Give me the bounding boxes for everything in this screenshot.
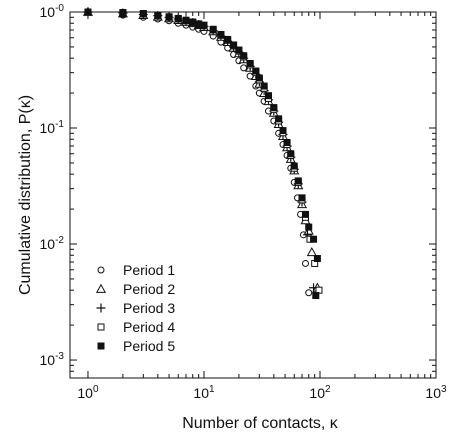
data-point-period-5: [224, 35, 232, 43]
data-point-period-5: [312, 291, 320, 299]
legend-marker-period-1: [97, 266, 105, 274]
data-point-period-2: [306, 246, 317, 257]
data-point-period-5: [154, 11, 162, 19]
data-point-period-5: [265, 92, 273, 100]
x-tick-label: 100: [77, 384, 99, 401]
legend-item-period-1: Period 1: [97, 262, 175, 278]
x-axis-label: Number of contacts, κ: [182, 415, 339, 432]
data-point-period-5: [294, 177, 302, 185]
series-period-2: [82, 6, 323, 292]
legend-marker-period-2: [95, 283, 107, 293]
data-point-period-5: [252, 67, 260, 75]
x-tick-label: 102: [309, 384, 331, 401]
axis-tick-labels: 100 101 102 103 10-3 10-2 10-1 10-0: [40, 3, 447, 401]
data-point-period-5: [301, 210, 309, 218]
data-point-period-5: [298, 194, 306, 202]
data-point-period-5: [279, 127, 287, 135]
data-point-period-5: [200, 21, 208, 29]
data-point-period-5: [275, 115, 283, 123]
legend-item-period-5: Period 5: [97, 338, 175, 354]
data-point-period-5: [209, 25, 217, 33]
legend-item-period-3: Period 3: [96, 300, 175, 316]
legend-label-period-4: Period 4: [123, 319, 175, 335]
y-tick-label: 10-2: [40, 235, 65, 252]
data-point-period-5: [305, 223, 313, 231]
legend-item-period-2: Period 2: [95, 281, 175, 297]
data-point-period-5: [240, 52, 248, 60]
data-point-period-5: [235, 46, 243, 54]
data-point-period-5: [230, 41, 238, 49]
data-points: [82, 6, 323, 299]
legend-marker-period-4: [97, 323, 105, 331]
data-point-period-5: [310, 235, 318, 243]
data-point-period-5: [255, 74, 263, 82]
data-point-period-1: [301, 259, 309, 267]
data-point-period-5: [84, 8, 92, 16]
legend-marker-period-3: [96, 303, 106, 313]
data-point-period-5: [165, 13, 173, 21]
legend-label-period-5: Period 5: [123, 338, 175, 354]
legend: Period 1 Period 2 Period 3 Period 4 Period 5: [95, 262, 175, 354]
series-period-5: [84, 8, 321, 299]
x-tick-label: 103: [425, 384, 447, 401]
data-point-period-5: [246, 59, 254, 67]
legend-item-period-4: Period 4: [97, 319, 175, 335]
plot-frame: [69, 11, 437, 379]
legend-label-period-2: Period 2: [123, 281, 175, 297]
data-point-period-5: [260, 82, 268, 90]
data-point-period-5: [182, 16, 190, 24]
data-point-period-5: [270, 104, 278, 112]
data-point-period-5: [290, 162, 298, 170]
data-point-period-5: [283, 139, 291, 147]
data-point-period-5: [287, 150, 295, 158]
data-point-period-1: [305, 289, 313, 297]
data-point-period-5: [174, 14, 182, 22]
data-point-period-5: [313, 255, 321, 263]
legend-label-period-3: Period 3: [123, 300, 175, 316]
y-tick-label: 10-3: [40, 351, 65, 368]
y-axis-label: Cumulative distribution, P(κ): [17, 95, 34, 295]
legend-marker-period-5: [97, 342, 105, 350]
data-point-period-5: [217, 30, 225, 38]
data-point-period-5: [119, 9, 127, 17]
data-point-period-5: [189, 18, 197, 26]
series-period-1: [84, 8, 313, 297]
data-point-period-5: [139, 10, 147, 18]
y-tick-label: 10-0: [40, 3, 65, 20]
x-tick-label: 101: [193, 384, 215, 401]
y-tick-label: 10-1: [40, 119, 65, 136]
legend-label-period-1: Period 1: [123, 262, 175, 278]
